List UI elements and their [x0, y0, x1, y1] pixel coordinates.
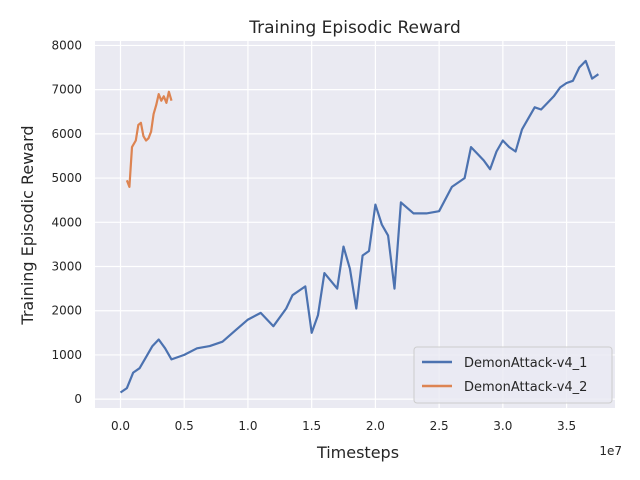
y-tick-label: 3000	[51, 260, 82, 274]
x-tick-label: 0.0	[111, 419, 130, 433]
x-tick-label: 1.5	[302, 419, 321, 433]
legend-label-series-2: DemonAttack-v4_2	[464, 380, 587, 395]
y-tick-label: 2000	[51, 304, 82, 318]
legend-box	[413, 346, 613, 404]
series-line-2	[125, 90, 173, 188]
y-tick-label: 6000	[51, 127, 82, 141]
x-tick-label: 2.0	[366, 419, 385, 433]
x-tick-label: 3.5	[557, 419, 576, 433]
series-layer	[119, 59, 600, 394]
x-tick-label: 1.0	[238, 419, 257, 433]
legend-label-series-1: DemonAttack-v4_1	[464, 356, 587, 371]
x-tick-label: 2.5	[430, 419, 449, 433]
x-axis-offset-label: 1e7	[599, 444, 622, 458]
series-line-1	[119, 59, 600, 394]
y-tick-label: 1000	[51, 348, 82, 362]
legend: DemonAttack-v4_1 DemonAttack-v4_2	[413, 346, 613, 404]
y-tick-label: 5000	[51, 171, 82, 185]
y-tick-label: 0	[74, 392, 82, 406]
chart-title: Training Episodic Reward	[248, 18, 461, 38]
x-tick-label: 0.5	[175, 419, 194, 433]
y-tick-label: 7000	[51, 83, 82, 97]
y-tick-label: 4000	[51, 215, 82, 229]
x-axis-label: Timesteps	[316, 443, 399, 462]
y-tick-label: 8000	[51, 38, 82, 52]
y-axis-label: Training Episodic Reward	[18, 125, 37, 325]
x-tick-label: 3.0	[493, 419, 512, 433]
tick-labels: 0.0 0.5 1.0 1.5 2.0 2.5 3.0 3.5 0 1000 2000 3000 400…	[51, 38, 576, 433]
